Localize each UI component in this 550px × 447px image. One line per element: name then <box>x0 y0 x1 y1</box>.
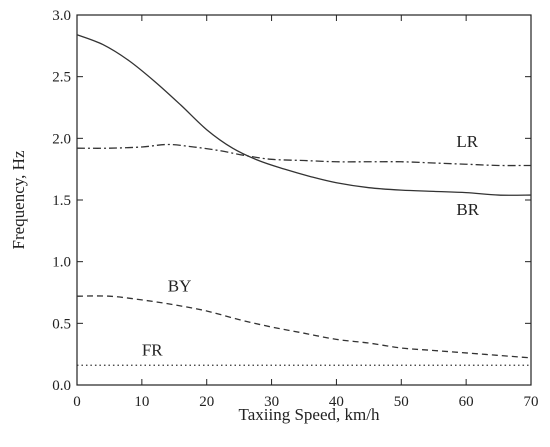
y-axis-title: Frequency, Hz <box>9 150 28 249</box>
x-tick-label: 20 <box>199 394 214 410</box>
series-line-lr <box>76 143 532 167</box>
x-tick-label: 50 <box>394 394 409 410</box>
series-label-by: BY <box>168 276 192 295</box>
x-tick-label: 0 <box>73 394 81 410</box>
series-line-br <box>76 34 532 196</box>
x-tick-label: 30 <box>264 394 279 410</box>
y-tick-label: 3.0 <box>52 8 71 24</box>
y-tick-label: 1.5 <box>52 193 71 209</box>
series-label-br: BR <box>456 200 479 219</box>
x-tick-label: 70 <box>524 394 539 410</box>
series-label-fr: FR <box>142 340 163 359</box>
x-tick-label: 10 <box>134 394 149 410</box>
y-tick-label: 1.0 <box>52 255 71 271</box>
x-tick-label: 40 <box>329 394 344 410</box>
y-tick-label: 0.5 <box>52 316 71 332</box>
y-tick-label: 2.5 <box>52 70 71 86</box>
y-tick-label: 0.0 <box>52 378 71 394</box>
series-label-lr: LR <box>456 132 478 151</box>
y-tick-label: 2.0 <box>52 131 71 147</box>
x-tick-label: 60 <box>459 394 474 410</box>
x-axis-title: Taxiing Speed, km/h <box>239 405 380 424</box>
series-line-by <box>76 295 532 359</box>
